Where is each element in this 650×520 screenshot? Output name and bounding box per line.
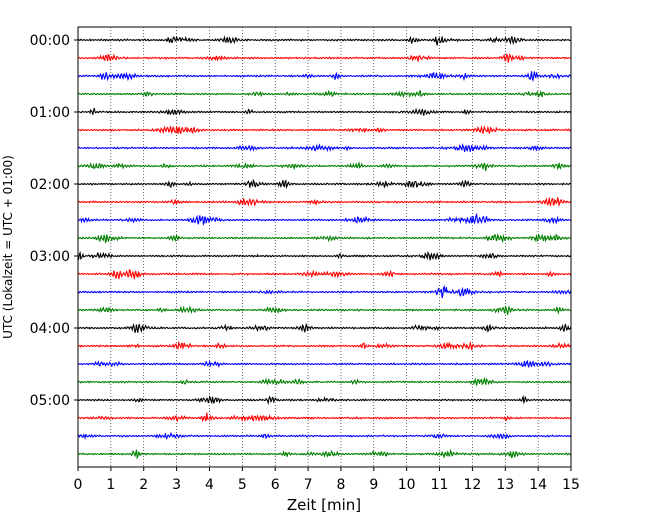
x-tick-label: 1 — [106, 477, 115, 493]
grid-lines — [110, 27, 539, 467]
trace-line — [77, 35, 572, 46]
y-tick-label: 04:00 — [30, 321, 70, 337]
x-tick-label: 0 — [74, 477, 83, 493]
seismic-traces — [77, 35, 572, 460]
x-tick-label: 2 — [139, 477, 148, 493]
trace-line — [77, 340, 572, 351]
y-tick-label: 01:00 — [30, 105, 70, 121]
trace-line — [77, 431, 572, 441]
x-tick-label: 9 — [369, 477, 378, 493]
trace-line — [77, 269, 572, 280]
x-tick-label: 8 — [336, 477, 345, 493]
trace-line — [77, 71, 572, 83]
trace-line — [77, 284, 572, 299]
x-tick-label: 4 — [205, 477, 214, 493]
trace-line — [77, 52, 572, 63]
trace-line — [77, 448, 572, 460]
y-axis-label: UTC (Lokalzeit = UTC + 01:00) — [1, 155, 15, 339]
x-tick-label: 14 — [529, 477, 547, 493]
y-axis-ticks: 00:00 01:00 02:00 03:00 04:00 05:00 — [30, 33, 78, 409]
x-tick-label: 6 — [271, 477, 280, 493]
trace-line — [77, 212, 572, 226]
y-tick-label: 03:00 — [30, 249, 70, 265]
x-tick-label: 5 — [238, 477, 247, 493]
plot-frame — [77, 26, 572, 468]
trace-line — [77, 124, 572, 135]
x-tick-label: 11 — [431, 477, 449, 493]
y-tick-label: 05:00 — [30, 393, 70, 409]
x-tick-label: 3 — [172, 477, 181, 493]
y-tick-label: 00:00 — [30, 33, 70, 49]
trace-line — [77, 250, 572, 261]
trace-line — [77, 305, 572, 315]
trace-line — [77, 232, 572, 244]
trace-line — [77, 412, 572, 423]
x-tick-label: 7 — [304, 477, 313, 493]
x-tick-label: 12 — [463, 477, 481, 493]
trace-line — [77, 142, 572, 153]
trace-line — [77, 322, 572, 334]
trace-line — [77, 89, 572, 99]
trace-line — [77, 107, 572, 116]
x-tick-label: 15 — [562, 477, 580, 493]
trace-line — [77, 178, 572, 190]
x-tick-label: 13 — [496, 477, 514, 493]
trace-line — [77, 376, 572, 386]
x-tick-label: 10 — [398, 477, 416, 493]
x-axis-label: Zeit [min] — [287, 496, 361, 514]
trace-line — [77, 359, 572, 369]
trace-line — [77, 161, 572, 171]
y-tick-label: 02:00 — [30, 177, 70, 193]
trace-line — [77, 196, 572, 208]
x-axis-ticks: 0 1 2 3 4 5 6 7 8 9 10 11 12 13 14 15 — [74, 467, 580, 493]
trace-line — [77, 395, 572, 406]
